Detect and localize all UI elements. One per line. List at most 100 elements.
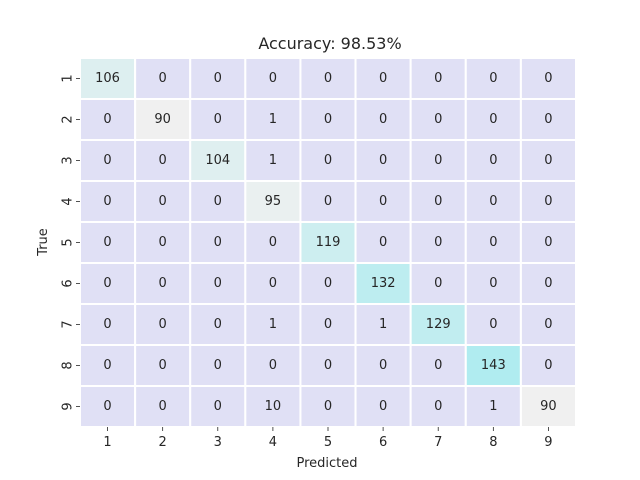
- heatmap-cell-r6-c5: [299, 262, 357, 305]
- heatmap-cell-r3-c1: [79, 139, 137, 182]
- cell-value-r6-c8: 0: [489, 276, 497, 291]
- heatmap-cell-r7-c1: [79, 303, 137, 346]
- cell-value-r3-c8: 0: [489, 153, 497, 168]
- cell-value-r7-c7: 129: [426, 317, 451, 332]
- heatmap-cell-r7-c2: [134, 303, 192, 346]
- heatmap-cell-r1-c8: [464, 57, 522, 100]
- cell-value-r6-c1: 0: [103, 276, 111, 291]
- y-tick-label-9: 9: [61, 402, 76, 410]
- heatmap-cell-r7-c7: [409, 303, 467, 346]
- cell-value-r4-c3: 0: [214, 194, 222, 209]
- y-tick-label-4: 4: [61, 197, 76, 205]
- heatmap-cell-r7-c5: [299, 303, 357, 346]
- cell-value-r8-c6: 0: [379, 358, 387, 373]
- cell-value-r3-c5: 0: [324, 153, 332, 168]
- x-tick-label-6: 6: [379, 435, 387, 450]
- heatmap-cell-r6-c8: [464, 262, 522, 305]
- cell-value-r8-c3: 0: [214, 358, 222, 373]
- cell-value-r1-c5: 0: [324, 71, 332, 86]
- cell-value-r8-c4: 0: [269, 358, 277, 373]
- cell-value-r5-c9: 0: [544, 235, 552, 250]
- cell-value-r4-c1: 0: [103, 194, 111, 209]
- cell-value-r7-c5: 0: [324, 317, 332, 332]
- cell-value-r5-c5: 119: [316, 235, 341, 250]
- x-tick-label-1: 1: [103, 435, 111, 450]
- x-tick-label-2: 2: [159, 435, 167, 450]
- x-tick-label-4: 4: [269, 435, 277, 450]
- cell-value-r1-c2: 0: [159, 71, 167, 86]
- cell-value-r1-c8: 0: [489, 71, 497, 86]
- cell-value-r9-c4: 10: [265, 399, 282, 414]
- cell-value-r8-c5: 0: [324, 358, 332, 373]
- cell-value-r9-c9: 90: [540, 399, 557, 414]
- cell-value-r3-c9: 0: [544, 153, 552, 168]
- cell-value-r7-c3: 0: [214, 317, 222, 332]
- heatmap-cell-r9-c7: [409, 385, 467, 428]
- cell-value-r1-c1: 106: [95, 71, 120, 86]
- heatmap-cells: [79, 57, 578, 428]
- y-tick-label-8: 8: [61, 361, 76, 369]
- cell-value-r4-c6: 0: [379, 194, 387, 209]
- heatmap-cell-r4-c9: [519, 180, 578, 223]
- cell-value-r9-c1: 0: [103, 399, 111, 414]
- heatmap-cell-r5-c1: [79, 221, 137, 264]
- heatmap-cell-r8-c6: [354, 344, 412, 387]
- heatmap-cell-r9-c3: [189, 385, 247, 428]
- y-tick-label-1: 1: [61, 74, 76, 82]
- cell-value-r1-c4: 0: [269, 71, 277, 86]
- cell-value-r6-c5: 0: [324, 276, 332, 291]
- cell-value-r5-c1: 0: [103, 235, 111, 250]
- cell-value-r7-c6: 1: [379, 317, 387, 332]
- heatmap-cell-r4-c4: [244, 180, 302, 223]
- heatmap-cell-r6-c6: [354, 262, 412, 305]
- cell-value-r2-c3: 0: [214, 112, 222, 127]
- cell-value-r2-c9: 0: [544, 112, 552, 127]
- cell-value-r2-c1: 0: [103, 112, 111, 127]
- cell-value-r3-c1: 0: [103, 153, 111, 168]
- cell-value-r9-c5: 0: [324, 399, 332, 414]
- cell-value-r7-c8: 0: [489, 317, 497, 332]
- cell-value-r2-c2: 90: [154, 112, 171, 127]
- heatmap-cell-r1-c6: [354, 57, 412, 100]
- cell-value-r7-c1: 0: [103, 317, 111, 332]
- cell-value-r6-c7: 0: [434, 276, 442, 291]
- heatmap-cell-r5-c9: [519, 221, 578, 264]
- heatmap-cell-r8-c1: [79, 344, 137, 387]
- x-axis-label: Predicted: [296, 456, 357, 471]
- cell-value-r8-c8: 143: [481, 358, 506, 373]
- heatmap-cell-r8-c9: [519, 344, 578, 387]
- cell-value-r2-c6: 0: [379, 112, 387, 127]
- cell-value-r8-c2: 0: [159, 358, 167, 373]
- heatmap-cell-r3-c4: [244, 139, 302, 182]
- y-axis-label: True: [36, 228, 51, 257]
- cell-value-r3-c2: 0: [159, 153, 167, 168]
- heatmap-cell-r9-c6: [354, 385, 412, 428]
- x-axis-ticks: 1 2 3 4 5 6 7 8 9: [103, 427, 553, 450]
- cell-value-r6-c4: 0: [269, 276, 277, 291]
- y-tick-label-7: 7: [61, 320, 76, 328]
- heatmap-cell-r8-c4: [244, 344, 302, 387]
- cell-value-r4-c2: 0: [159, 194, 167, 209]
- heatmap-cell-r9-c2: [134, 385, 192, 428]
- cell-value-r4-c5: 0: [324, 194, 332, 209]
- y-tick-label-2: 2: [61, 115, 76, 123]
- heatmap-cell-r2-c7: [409, 98, 467, 141]
- cell-value-r9-c7: 0: [434, 399, 442, 414]
- y-axis-ticks: 1 2 3 4 5 6 7 8 9: [61, 74, 80, 411]
- cell-value-r7-c2: 0: [159, 317, 167, 332]
- cell-value-r8-c9: 0: [544, 358, 552, 373]
- y-tick-label-6: 6: [61, 279, 76, 287]
- heatmap-cell-r2-c5: [299, 98, 357, 141]
- cell-value-r5-c8: 0: [489, 235, 497, 250]
- cell-value-r5-c4: 0: [269, 235, 277, 250]
- y-tick-label-5: 5: [61, 238, 76, 246]
- heatmap-cell-r9-c5: [299, 385, 357, 428]
- cell-value-r9-c3: 0: [214, 399, 222, 414]
- cell-value-r1-c7: 0: [434, 71, 442, 86]
- x-tick-label-7: 7: [434, 435, 442, 450]
- x-tick-label-9: 9: [544, 435, 552, 450]
- x-tick-label-8: 8: [489, 435, 497, 450]
- cell-value-r7-c9: 0: [544, 317, 552, 332]
- heatmap-cell-r9-c9: [519, 385, 578, 428]
